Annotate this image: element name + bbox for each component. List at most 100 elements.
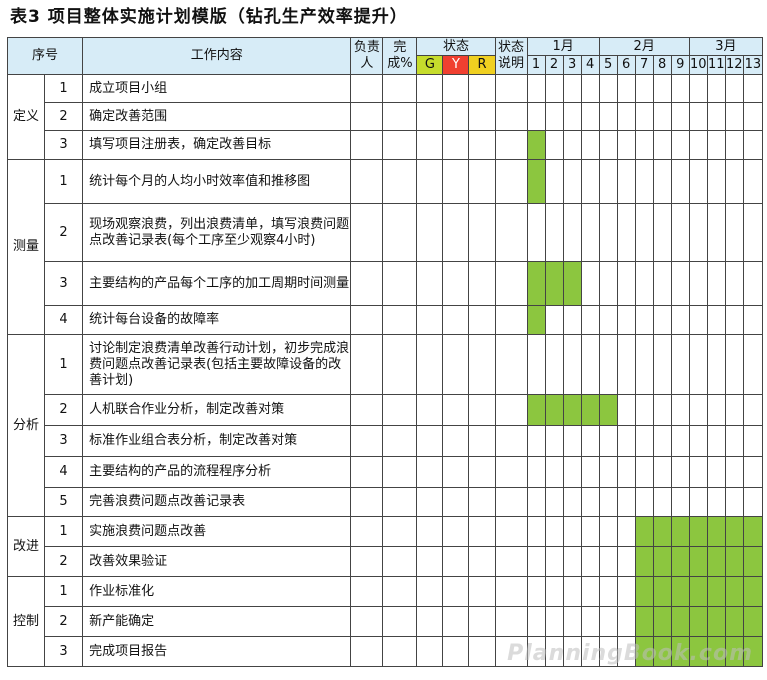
gantt-empty-cell	[598, 74, 618, 103]
gantt-empty-cell	[724, 487, 744, 517]
gantt-bar-cell	[652, 606, 672, 637]
header-week-5: 5	[598, 55, 618, 75]
gantt-empty-cell	[688, 425, 708, 457]
task-number: 3	[44, 261, 84, 306]
done-cell	[382, 334, 418, 395]
gantt-bar-cell	[634, 636, 654, 667]
gantt-empty-cell	[616, 546, 636, 577]
gantt-empty-cell	[526, 456, 546, 488]
gantt-empty-cell	[670, 425, 690, 457]
table-row: 3 主要结构的产品每个工序的加工周期时间测量	[8, 261, 764, 306]
gantt-bar-cell	[688, 516, 708, 547]
gantt-empty-cell	[634, 102, 654, 131]
gantt-empty-cell	[580, 636, 600, 667]
gantt-empty-cell	[688, 394, 708, 426]
gantt-empty-cell	[562, 487, 582, 517]
task-number: 3	[44, 130, 84, 160]
header-week-11: 11	[706, 55, 726, 75]
owner-cell	[350, 516, 384, 547]
gantt-empty-cell	[544, 334, 564, 395]
status-g-cell	[416, 261, 444, 306]
owner-cell	[350, 159, 384, 204]
status-note-cell	[494, 102, 528, 131]
task-number: 3	[44, 425, 84, 457]
gantt-empty-cell	[724, 261, 744, 306]
gantt-empty-cell	[562, 546, 582, 577]
gantt-empty-cell	[616, 159, 636, 204]
gantt-empty-cell	[652, 102, 672, 131]
gantt-bar-cell	[526, 261, 546, 306]
gantt-empty-cell	[706, 334, 726, 395]
gantt-bar-cell	[526, 130, 546, 160]
gantt-empty-cell	[616, 425, 636, 457]
gantt-empty-cell	[688, 159, 708, 204]
gantt-empty-cell	[580, 456, 600, 488]
gantt-empty-cell	[634, 487, 654, 517]
gantt-empty-cell	[670, 159, 690, 204]
header-status-r: R	[468, 55, 496, 75]
gantt-empty-cell	[670, 334, 690, 395]
header-month-2: 2月	[598, 37, 690, 56]
task-number: 2	[44, 394, 84, 426]
status-y-cell	[442, 74, 470, 103]
gantt-empty-cell	[634, 74, 654, 103]
status-note-cell	[494, 159, 528, 204]
table-row: 分析 1 讨论制定浪费清单改善行动计划，初步完成浪费问题点改善记录表(包括主要故障设…	[6, 334, 764, 517]
status-g-cell	[416, 487, 444, 517]
gantt-bar-cell	[706, 606, 726, 637]
gantt-bar-cell	[670, 516, 690, 547]
header-week-8: 8	[652, 55, 672, 75]
table-title: 表3 项目整体实施计划模版（钻孔生产效率提升）	[10, 7, 408, 27]
gantt-empty-cell	[598, 425, 618, 457]
gantt-empty-cell	[526, 74, 546, 103]
gantt-empty-cell	[742, 456, 764, 488]
gantt-empty-cell	[526, 102, 546, 131]
task-number: 4	[44, 456, 84, 488]
status-note-cell	[494, 456, 528, 488]
table-row: 定义 1 成立项目小组	[6, 74, 764, 160]
done-cell	[382, 130, 418, 160]
gantt-bar-cell	[652, 546, 672, 577]
gantt-empty-cell	[652, 425, 672, 457]
gantt-empty-cell	[526, 606, 546, 637]
gantt-empty-cell	[580, 516, 600, 547]
gantt-empty-cell	[526, 487, 546, 517]
task-content: 确定改善范围	[82, 102, 352, 131]
gantt-empty-cell	[688, 261, 708, 306]
header-status-y: Y	[442, 55, 470, 75]
task-content: 完成项目报告	[82, 636, 352, 667]
status-y-cell	[442, 203, 470, 262]
done-cell	[382, 546, 418, 577]
status-g-cell	[416, 425, 444, 457]
gantt-empty-cell	[688, 102, 708, 131]
gantt-empty-cell	[562, 102, 582, 131]
owner-cell	[350, 606, 384, 637]
status-r-cell	[468, 425, 496, 457]
gantt-bar-cell	[526, 394, 546, 426]
header-content: 工作内容	[82, 37, 352, 75]
status-y-cell	[442, 516, 470, 547]
gantt-empty-cell	[670, 305, 690, 335]
gantt-empty-cell	[670, 130, 690, 160]
task-number: 1	[44, 576, 84, 607]
gantt-empty-cell	[688, 456, 708, 488]
status-g-cell	[416, 394, 444, 426]
task-content: 人机联合作业分析，制定改善对策	[82, 394, 352, 426]
gantt-bar-cell	[634, 606, 654, 637]
gantt-empty-cell	[562, 606, 582, 637]
gantt-empty-cell	[706, 159, 726, 204]
gantt-empty-cell	[562, 456, 582, 488]
gantt-empty-cell	[670, 487, 690, 517]
status-g-cell	[416, 203, 444, 262]
gantt-bar-cell	[742, 606, 764, 637]
gantt-empty-cell	[670, 456, 690, 488]
gantt-empty-cell	[652, 74, 672, 103]
gantt-bar-cell	[544, 261, 564, 306]
done-cell	[382, 203, 418, 262]
gantt-empty-cell	[598, 456, 618, 488]
gantt-bar-cell	[706, 636, 726, 667]
gantt-bar-cell	[598, 394, 618, 426]
gantt-empty-cell	[706, 394, 726, 426]
gantt-empty-cell	[544, 546, 564, 577]
gantt-empty-cell	[616, 203, 636, 262]
